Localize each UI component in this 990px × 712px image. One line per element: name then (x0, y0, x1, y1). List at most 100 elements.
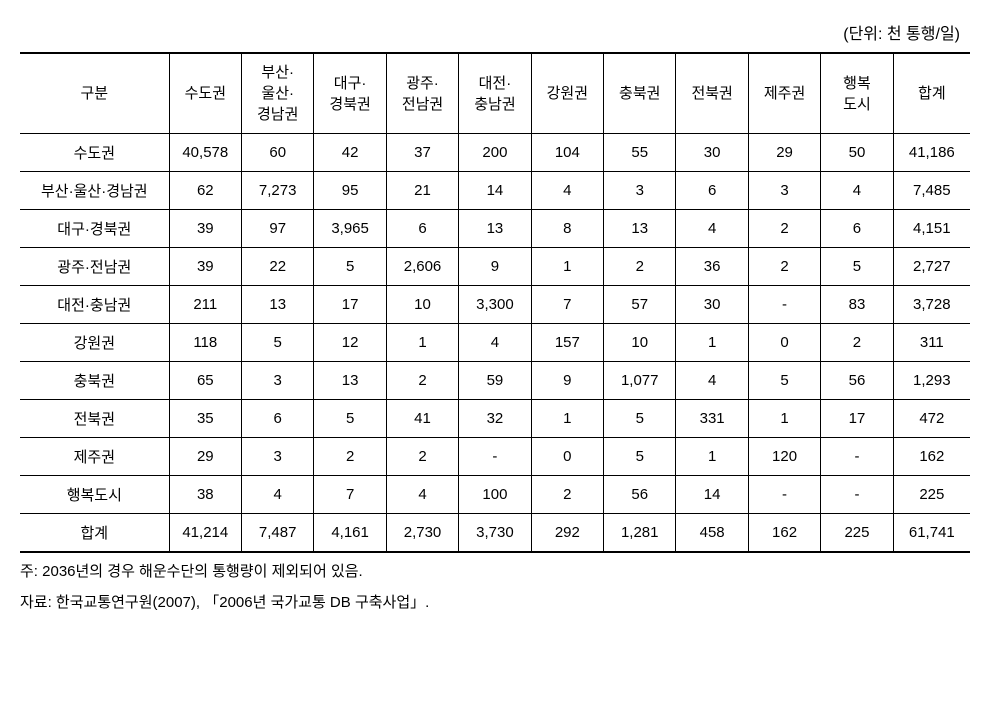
table-cell: 4 (531, 172, 603, 210)
table-cell: 3 (242, 438, 314, 476)
footnote-note: 주: 2036년의 경우 해운수단의 통행량이 제외되어 있음. (20, 561, 970, 584)
table-row: 제주권29322-051120-162 (20, 438, 970, 476)
table-cell: 5 (242, 324, 314, 362)
table-cell: 2,730 (386, 514, 458, 553)
table-row: 합계41,2147,4874,1612,7303,7302921,2814581… (20, 514, 970, 553)
table-cell: - (821, 476, 893, 514)
table-cell: 6 (242, 400, 314, 438)
table-cell: 4 (242, 476, 314, 514)
col-header-daegu-gyeongbuk: 대구· 경북권 (314, 53, 386, 134)
footnote-source: 자료: 한국교통연구원(2007), 「2006년 국가교통 DB 구축사업」. (20, 592, 970, 615)
table-cell: 211 (169, 286, 241, 324)
table-cell: 1 (676, 324, 748, 362)
table-row: 대구·경북권39973,9656138134264,151 (20, 210, 970, 248)
table-cell: 41,214 (169, 514, 241, 553)
row-label: 합계 (20, 514, 169, 553)
table-cell: 4 (386, 476, 458, 514)
table-cell: 2 (748, 248, 820, 286)
table-cell: 5 (821, 248, 893, 286)
col-header-daejeon-chungnam: 대전· 충남권 (459, 53, 531, 134)
table-cell: 13 (459, 210, 531, 248)
table-cell: 3,730 (459, 514, 531, 553)
table-cell: 162 (748, 514, 820, 553)
table-cell: 1 (531, 248, 603, 286)
table-cell: 4,151 (893, 210, 970, 248)
table-cell: 56 (604, 476, 676, 514)
table-cell: 57 (604, 286, 676, 324)
table-cell: 472 (893, 400, 970, 438)
table-cell: 7,487 (242, 514, 314, 553)
table-cell: 4 (676, 210, 748, 248)
table-row: 광주·전남권392252,60691236252,727 (20, 248, 970, 286)
table-cell: 21 (386, 172, 458, 210)
table-cell: 5 (314, 248, 386, 286)
table-cell: 12 (314, 324, 386, 362)
row-label: 강원권 (20, 324, 169, 362)
table-cell: 0 (531, 438, 603, 476)
table-cell: 29 (748, 134, 820, 172)
table-cell: 10 (604, 324, 676, 362)
table-cell: 2 (604, 248, 676, 286)
table-cell: 35 (169, 400, 241, 438)
table-cell: 55 (604, 134, 676, 172)
table-cell: 157 (531, 324, 603, 362)
table-cell: 17 (314, 286, 386, 324)
row-label: 충북권 (20, 362, 169, 400)
table-cell: 83 (821, 286, 893, 324)
table-cell: 14 (676, 476, 748, 514)
table-cell: 0 (748, 324, 820, 362)
table-cell: 4,161 (314, 514, 386, 553)
table-cell: 2 (821, 324, 893, 362)
table-cell: 17 (821, 400, 893, 438)
table-cell: - (748, 476, 820, 514)
table-cell: 7 (314, 476, 386, 514)
table-cell: - (748, 286, 820, 324)
table-cell: 458 (676, 514, 748, 553)
table-cell: 95 (314, 172, 386, 210)
unit-label: (단위: 천 통행/일) (20, 20, 970, 44)
table-cell: 200 (459, 134, 531, 172)
table-cell: 4 (459, 324, 531, 362)
table-cell: 9 (459, 248, 531, 286)
table-cell: 225 (821, 514, 893, 553)
table-cell: 42 (314, 134, 386, 172)
table-cell: 5 (748, 362, 820, 400)
col-header-total: 합계 (893, 53, 970, 134)
table-cell: 13 (242, 286, 314, 324)
table-cell: 50 (821, 134, 893, 172)
table-cell: 118 (169, 324, 241, 362)
col-header-haengbok-dosi: 행복 도시 (821, 53, 893, 134)
table-cell: 3 (748, 172, 820, 210)
table-cell: 5 (604, 438, 676, 476)
table-cell: 10 (386, 286, 458, 324)
table-cell: 37 (386, 134, 458, 172)
table-cell: 120 (748, 438, 820, 476)
table-cell: 39 (169, 248, 241, 286)
row-label: 부산·울산·경남권 (20, 172, 169, 210)
table-cell: 59 (459, 362, 531, 400)
col-header-busan-ulsan-gyeongnam: 부산· 울산· 경남권 (242, 53, 314, 134)
table-cell: 6 (386, 210, 458, 248)
table-cell: 13 (604, 210, 676, 248)
row-label: 광주·전남권 (20, 248, 169, 286)
col-header-gwangju-jeonnam: 광주· 전남권 (386, 53, 458, 134)
table-cell: 2,606 (386, 248, 458, 286)
table-cell: 39 (169, 210, 241, 248)
table-cell: 3,728 (893, 286, 970, 324)
table-cell: 1 (748, 400, 820, 438)
table-cell: 14 (459, 172, 531, 210)
table-cell: 97 (242, 210, 314, 248)
table-cell: 1,293 (893, 362, 970, 400)
table-row: 부산·울산·경남권627,273952114436347,485 (20, 172, 970, 210)
table-cell: 62 (169, 172, 241, 210)
table-row: 수도권40,5786042372001045530295041,186 (20, 134, 970, 172)
table-cell: 2,727 (893, 248, 970, 286)
table-cell: 3,965 (314, 210, 386, 248)
table-cell: 162 (893, 438, 970, 476)
table-cell: 2 (314, 438, 386, 476)
table-row: 전북권3565413215331117472 (20, 400, 970, 438)
table-cell: 1,077 (604, 362, 676, 400)
table-row: 강원권1185121415710102311 (20, 324, 970, 362)
col-header-gangwon: 강원권 (531, 53, 603, 134)
col-header-jeju: 제주권 (748, 53, 820, 134)
